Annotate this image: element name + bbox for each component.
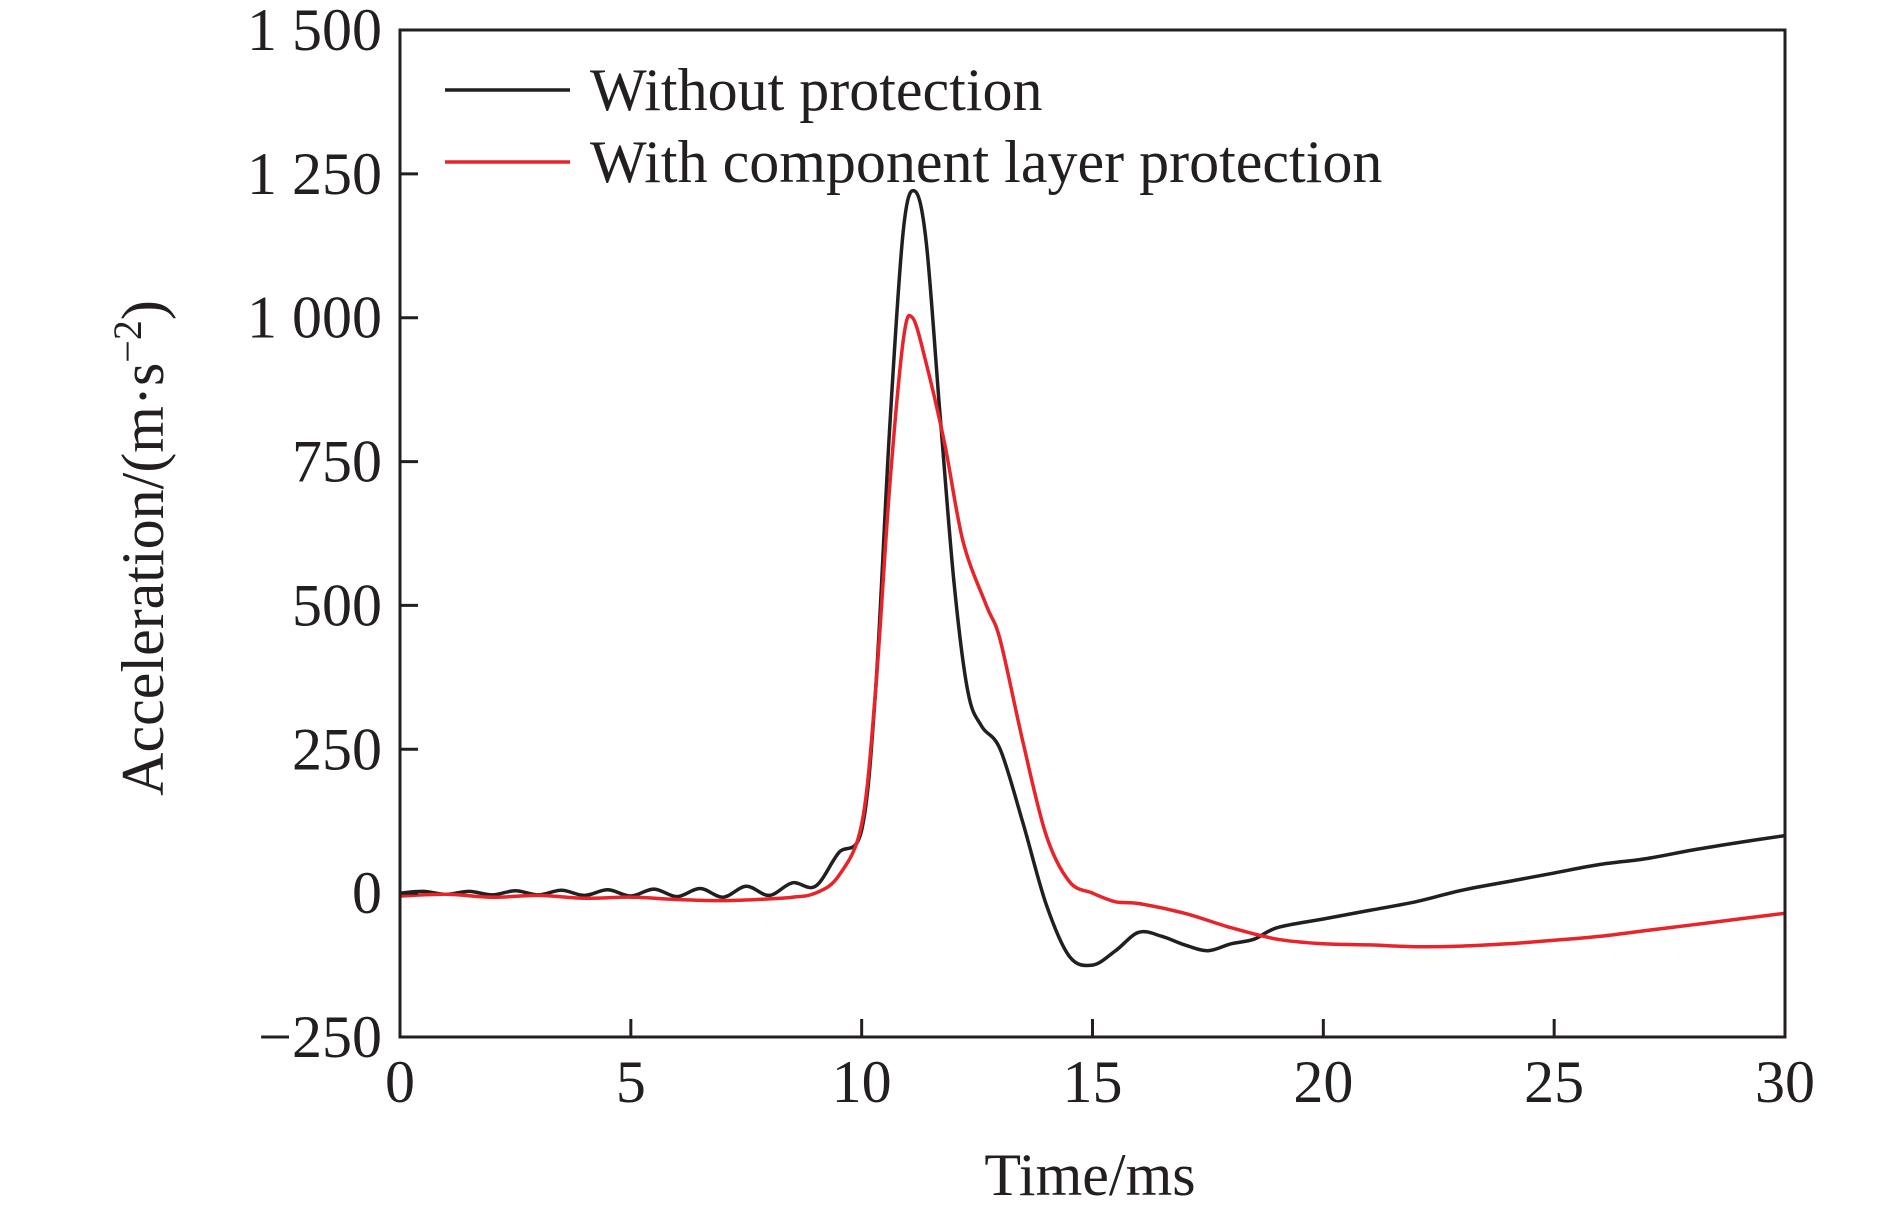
x-tick-label: 25 <box>1524 1049 1584 1115</box>
legend-label-1: Without protection <box>590 57 1043 123</box>
legend-label-2: With component layer protection <box>590 129 1382 195</box>
y-tick-label: 750 <box>292 429 382 495</box>
series-line-2 <box>399 313 1786 949</box>
y-tick-label: 1 500 <box>247 0 382 63</box>
y-tick-label: 500 <box>292 572 382 638</box>
series-line-1 <box>399 188 1786 968</box>
y-axis-label: Acceleration/(m·s−2) <box>105 300 176 796</box>
x-tick-label: 20 <box>1293 1049 1353 1115</box>
y-tick-label: 1 000 <box>247 285 382 351</box>
y-tick-label: 1 250 <box>247 141 382 207</box>
y-axis-label-main: Acceleration/(m·s <box>110 363 176 796</box>
y-axis-label-superscript: −2 <box>105 320 150 363</box>
x-axis-label: Time/ms <box>984 1142 1195 1208</box>
y-tick-label: 250 <box>292 716 382 782</box>
series-layer <box>399 188 1786 968</box>
x-tick-label: 10 <box>832 1049 892 1115</box>
y-tick-label: −250 <box>258 1004 382 1070</box>
x-tick-label: 0 <box>385 1049 415 1115</box>
y-tick-label: 0 <box>352 860 382 926</box>
x-tick-label: 5 <box>616 1049 646 1115</box>
x-tick-label: 30 <box>1755 1049 1815 1115</box>
x-tick-label: 15 <box>1063 1049 1123 1115</box>
y-axis-label-close: ) <box>110 300 176 320</box>
